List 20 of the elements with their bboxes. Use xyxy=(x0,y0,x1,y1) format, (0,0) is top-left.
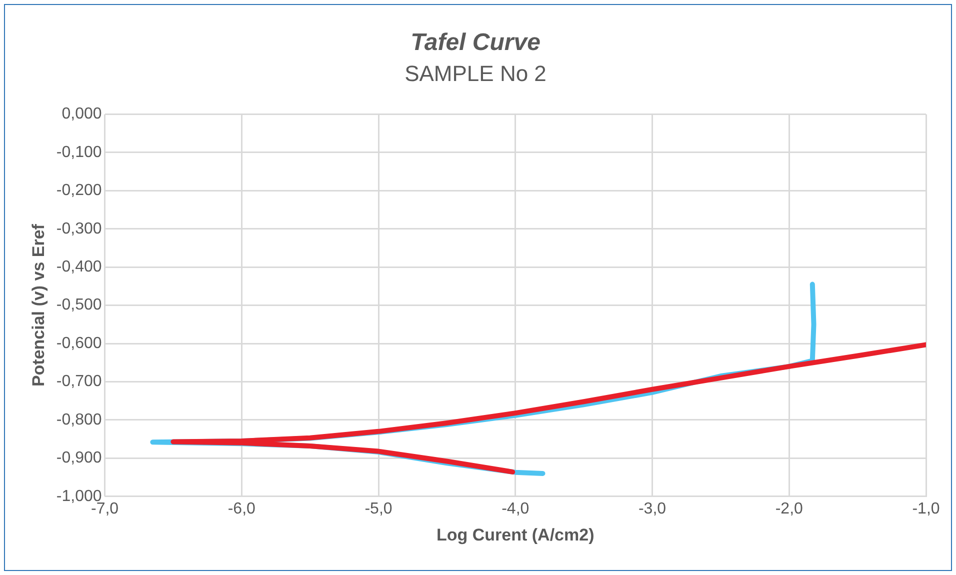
x-axis-title: Log Curent (A/cm2) xyxy=(436,525,594,544)
chart-subtitle: SAMPLE No 2 xyxy=(404,61,546,86)
y-tick-label: 0,000 xyxy=(62,106,102,123)
x-tick-label: -1,0 xyxy=(912,500,940,518)
y-tick-label: -0,800 xyxy=(56,411,102,428)
x-tick-label: -2,0 xyxy=(775,500,804,518)
y-tick-label: -0,500 xyxy=(56,296,102,314)
y-tick-label: -0,100 xyxy=(56,144,102,161)
y-tick-label: -0,200 xyxy=(56,182,102,200)
x-tick-label: -4,0 xyxy=(502,500,530,518)
y-tick-label: -0,300 xyxy=(56,220,102,238)
y-tick-label: -0,400 xyxy=(56,258,102,276)
y-tick-label: -0,900 xyxy=(56,450,102,467)
x-tick-label: -6,0 xyxy=(228,500,256,518)
y-axis-title: Potencial (v) vs Eref xyxy=(28,224,48,387)
x-tick-label: -5,0 xyxy=(364,500,392,518)
y-tick-label: -0,600 xyxy=(56,334,102,352)
chart-title: Tafel Curve xyxy=(410,29,540,56)
x-tick-label: -3,0 xyxy=(638,500,666,518)
y-tick-label: -0,700 xyxy=(56,373,102,390)
